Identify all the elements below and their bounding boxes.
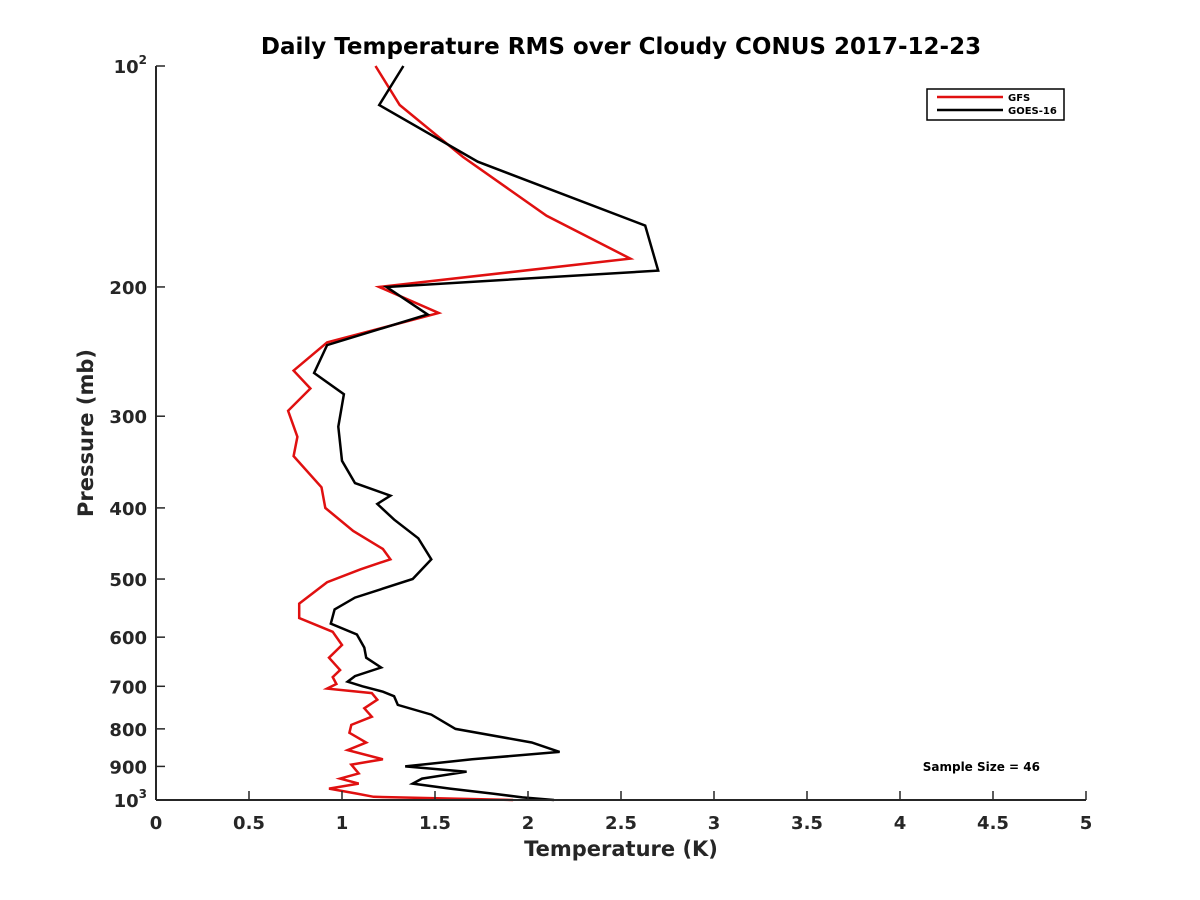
y-tick-label: 103 [114,787,147,812]
legend-box [926,88,1065,121]
y-tick-label: 400 [109,499,147,520]
series-line-gfs [286,65,635,802]
y-tick-label: 700 [109,677,147,698]
y-tick-label: 102 [114,53,147,78]
x-tick-label: 3 [708,813,721,834]
y-tick-label: 800 [109,720,147,741]
series-line-goes16 [312,65,660,802]
x-tick-label: 5 [1080,813,1093,834]
x-tick-label: 0 [150,813,163,834]
x-tick-label: 4 [894,813,907,834]
x-tick-label: 1 [336,813,349,834]
y-tick-label: 300 [109,407,147,428]
x-tick-label: 3.5 [791,813,823,834]
chart-title: Daily Temperature RMS over Cloudy CONUS … [261,34,981,60]
y-axis-ticks: 102 200 300 400 500 600 700 800 900 103 [109,53,165,812]
legend: GFS GOES-16 [926,88,1065,121]
y-tick-label: 200 [109,278,147,299]
x-tick-label: 4.5 [977,813,1009,834]
x-tick-label: 0.5 [233,813,265,834]
x-tick-label: 2 [522,813,535,834]
x-axis-ticks: 0 0.5 1 1.5 2 2.5 3 3.5 4 4.5 5 [150,791,1093,834]
series-layer [286,65,660,802]
sample-size-annotation: Sample Size = 46 [923,760,1040,774]
legend-label-gfs: GFS [1008,93,1030,104]
x-tick-label: 2.5 [605,813,637,834]
x-tick-label: 1.5 [419,813,451,834]
y-tick-label: 900 [109,757,147,778]
y-axis-label: Pressure (mb) [74,349,98,517]
y-tick-label: 600 [109,628,147,649]
y-tick-label: 500 [109,570,147,591]
x-axis-label: Temperature (K) [524,837,718,861]
legend-label-goes16: GOES-16 [1008,106,1057,117]
